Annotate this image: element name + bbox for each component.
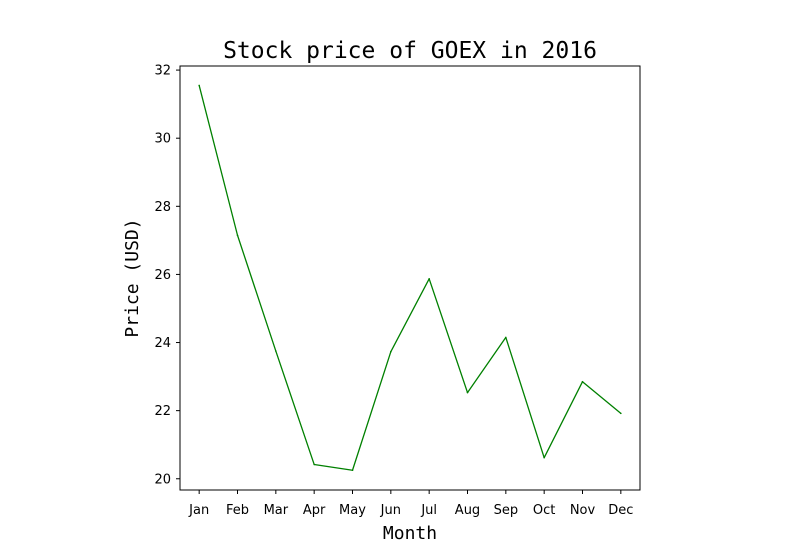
x-tick-label: Oct [533,503,555,518]
data-point [390,350,392,353]
chart-title: Stock price of GOEX in 2016 [223,38,597,64]
data-point [351,469,354,472]
x-tick-label: Apr [303,503,326,518]
y-tick-label: 28 [154,200,171,215]
y-tick-label: 24 [154,336,171,351]
data-point [505,336,507,339]
data-point [428,278,430,280]
series-line [198,85,622,471]
x-tick-label: Jul [420,503,437,518]
data-point [236,234,239,237]
x-tick-label: Dec [608,503,633,518]
y-axis-title: Price (USD) [122,218,143,337]
data-point [198,84,200,87]
x-tick-label: Jun [380,503,401,518]
data-point [620,412,622,415]
y-tick-label: 22 [154,404,171,419]
y-tick-label: 26 [154,268,171,283]
x-tick-label: Jan [188,503,209,518]
y-tick-label: 20 [154,472,171,487]
x-tick-label: Aug [455,503,480,518]
plot-frame [179,65,641,491]
y-tick-label: 30 [154,132,171,147]
data-point [313,463,315,466]
y-tick-label: 32 [154,64,171,79]
x-tick-label: Mar [264,503,289,518]
data-point [543,456,545,459]
data-point [466,391,469,394]
x-tick-label: May [339,503,366,518]
data-point [581,380,584,383]
x-tick-label: Feb [226,503,249,518]
x-axis-title: Month [383,523,437,544]
data-point [275,350,277,352]
x-tick-label: Sep [494,503,519,518]
x-tick-label: Nov [570,503,596,518]
